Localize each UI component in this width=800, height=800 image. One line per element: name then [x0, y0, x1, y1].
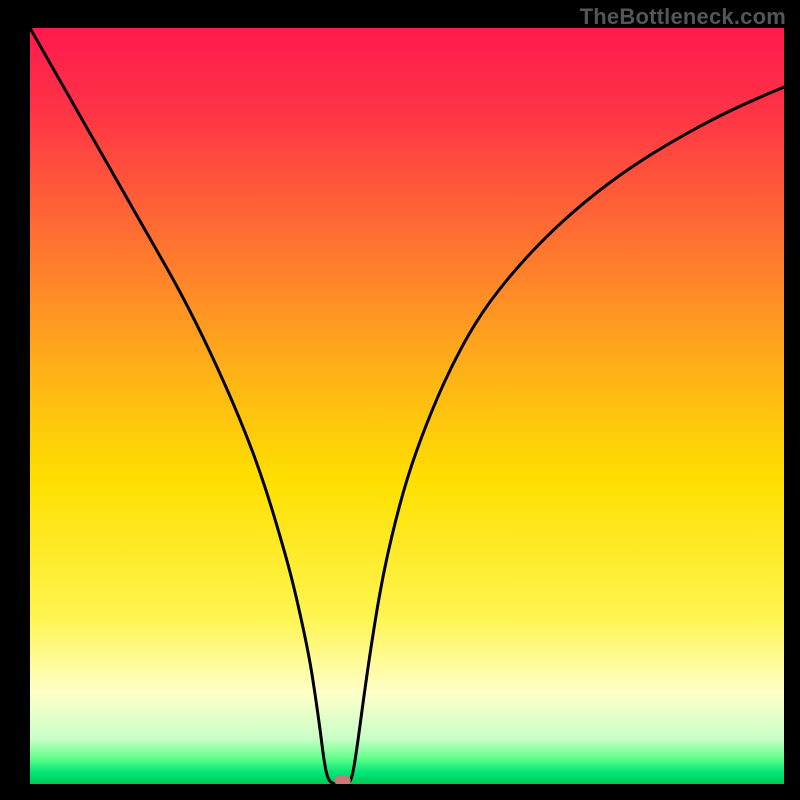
watermark-text: TheBottleneck.com	[580, 4, 786, 30]
plot-area	[30, 28, 784, 784]
bottleneck-marker	[335, 775, 352, 784]
outer-frame: TheBottleneck.com	[0, 0, 800, 800]
bottleneck-curve	[30, 28, 784, 784]
